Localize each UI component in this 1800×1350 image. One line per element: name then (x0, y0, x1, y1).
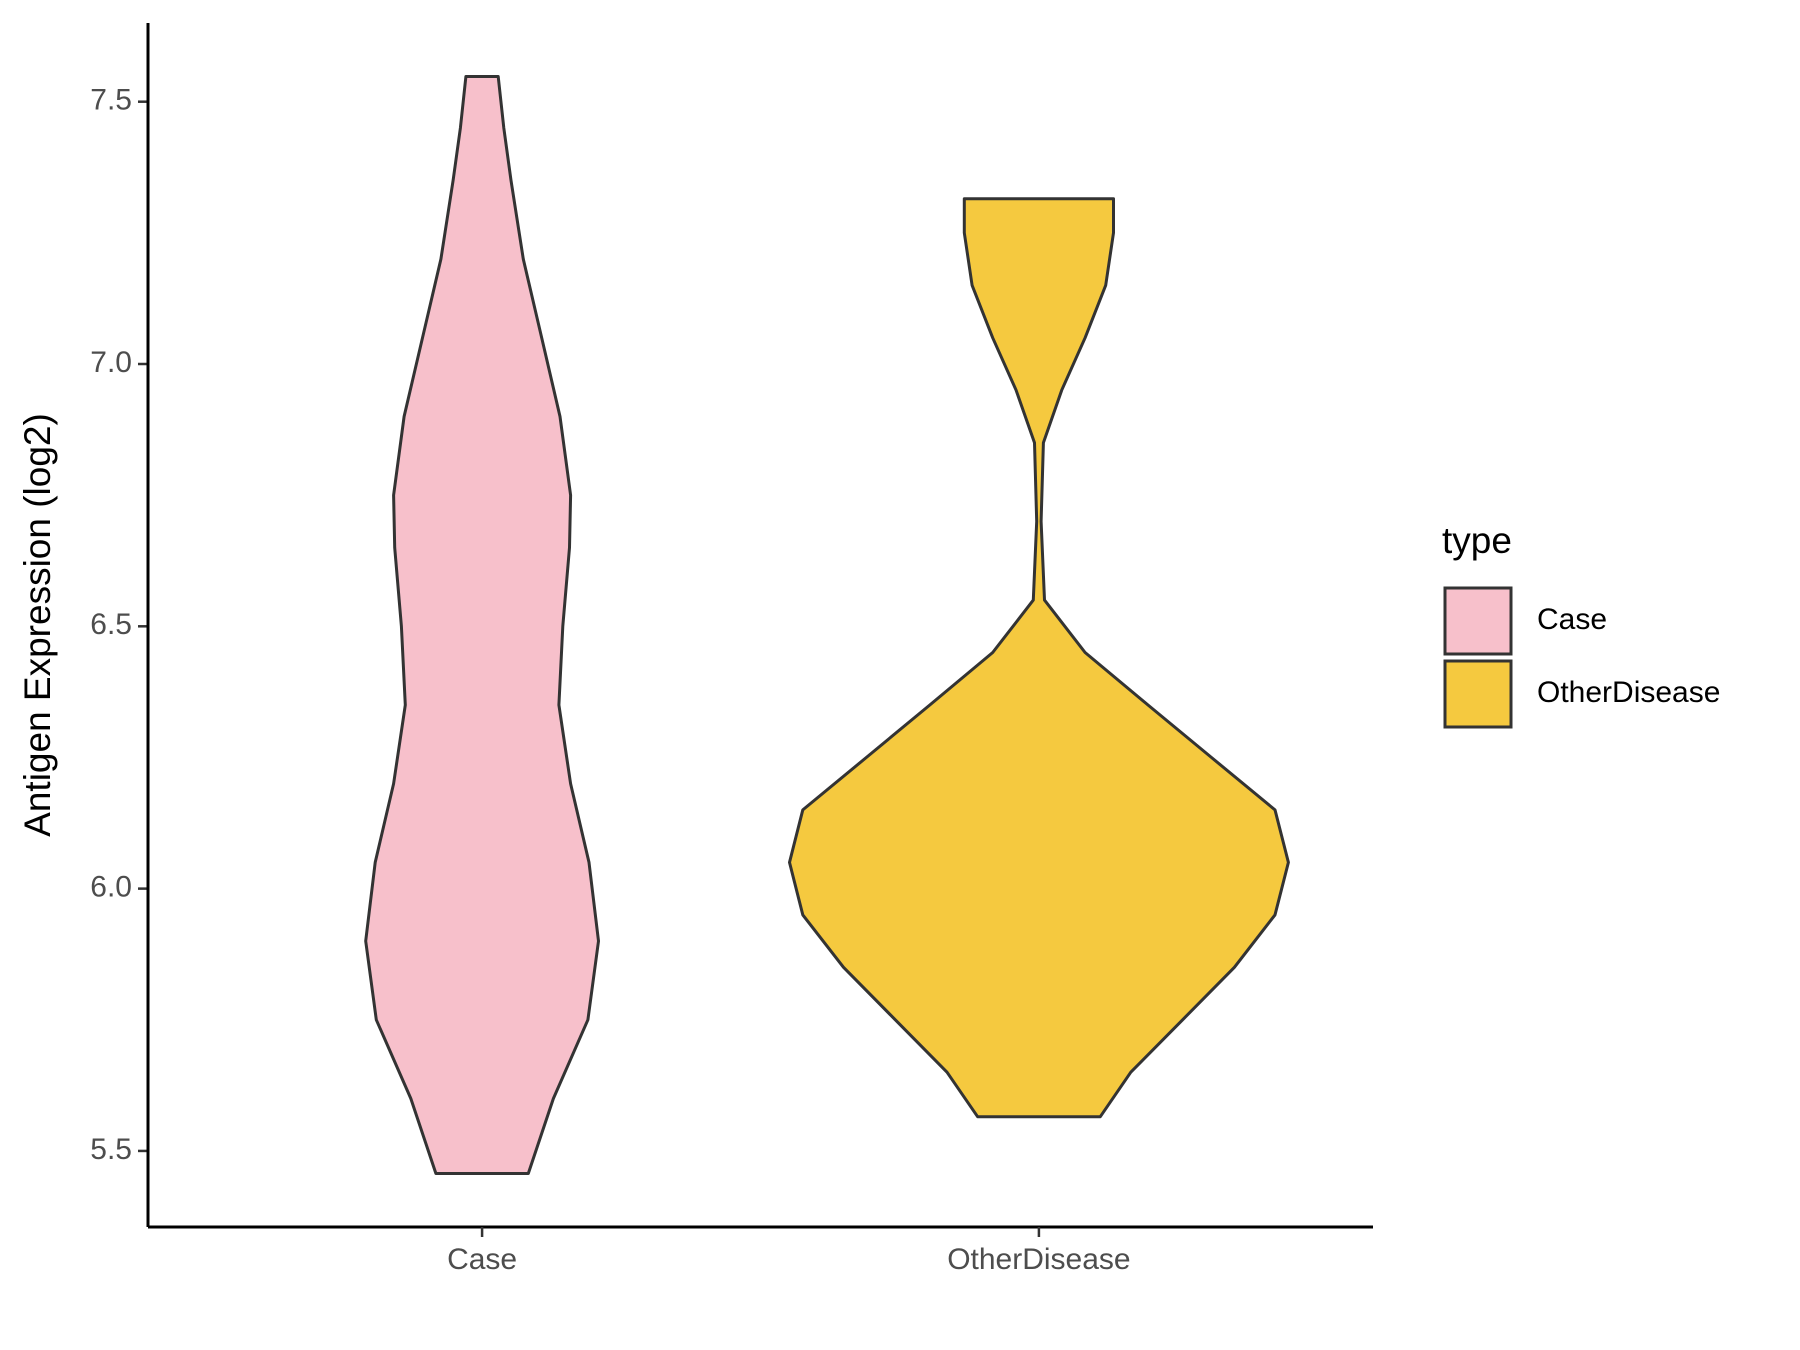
x-tick-label: Case (447, 1243, 517, 1276)
y-tick-label: 6.5 (90, 608, 132, 641)
y-tick-label: 7.5 (90, 84, 132, 117)
y-axis-title: Antigen Expression (log2) (17, 413, 58, 837)
legend-label: Case (1537, 603, 1607, 636)
violin (364, 75, 600, 1175)
legend-key (1443, 586, 1513, 656)
y-tick-label: 6.0 (90, 871, 132, 904)
x-tick-label: OtherDisease (947, 1243, 1130, 1276)
legend-label: OtherDisease (1537, 676, 1720, 709)
y-tick-label: 5.5 (90, 1133, 132, 1166)
legend-title: type (1442, 520, 1512, 561)
legend-key (1443, 659, 1513, 729)
violin (788, 197, 1290, 1119)
y-tick-label: 7.0 (90, 346, 132, 379)
